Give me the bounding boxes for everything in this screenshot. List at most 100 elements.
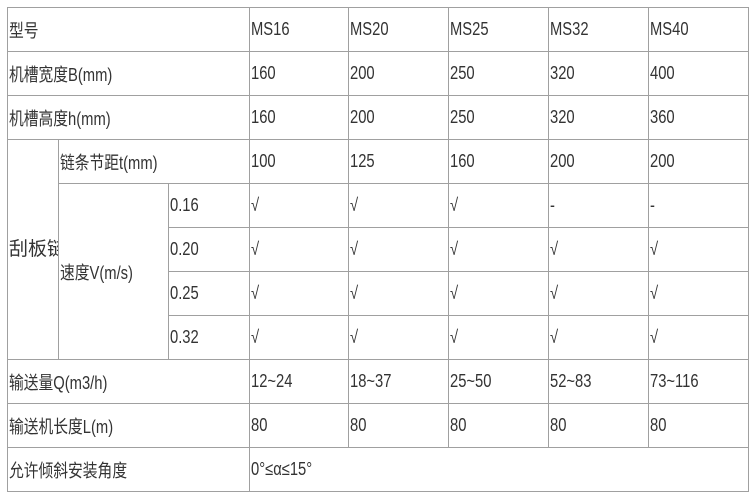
value-cell: √ (348, 227, 450, 272)
chain-pitch-row: 刮板链条链条节距t(mm) 100 125 160 200 200 (7, 139, 750, 360)
value-cell: √ (548, 315, 650, 360)
row-label: 机槽宽度B(mm) (6, 51, 251, 96)
value-cell: - (548, 183, 650, 228)
value-cell-text: √ (251, 239, 260, 259)
value-cell-text: 200 (350, 107, 375, 127)
value-cell-text: 80 (350, 415, 367, 435)
value-cell-text: √ (450, 327, 459, 347)
value-cell-text: 160 (251, 107, 276, 127)
value-cell-text: 250 (450, 63, 475, 83)
value-cell-text: 200 (650, 151, 675, 171)
row-label-text: 输送机长度L(m) (9, 416, 114, 437)
speed-value: 0.16 (167, 183, 251, 228)
speed-value-text: 0.16 (170, 195, 199, 215)
row-label-text: 输送量Q(m3/h) (9, 372, 108, 393)
value-cell: √ (548, 227, 650, 272)
value-cell-text: 80 (650, 415, 667, 435)
value-cell: 160 (249, 95, 350, 140)
value-cell-text: 0°≤α≤15° (251, 459, 313, 479)
value-cell: 80 (548, 403, 650, 448)
value-cell: √ (648, 271, 750, 316)
speed-value: 0.25 (167, 271, 251, 316)
chain-group-char: 链 (47, 233, 57, 266)
value-cell: MS16 (249, 7, 350, 52)
value-cell-text: 360 (650, 107, 675, 127)
value-cell: 320 (548, 51, 650, 96)
value-cell-text: 160 (450, 151, 475, 171)
value-cell-text: - (550, 195, 555, 215)
value-cell-text: 320 (550, 63, 575, 83)
value-cell-text: 200 (550, 151, 575, 171)
value-cell: 200 (348, 95, 450, 140)
value-cell-text: √ (550, 283, 559, 303)
value-cell: √ (249, 315, 350, 360)
capacity-row: 输送量Q(m3/h) 12~24 18~37 25~50 52~83 73~116 (6, 359, 750, 404)
row-label: 型号 (6, 7, 251, 52)
value-cell: 80 (249, 403, 350, 448)
value-cell: MS20 (348, 7, 450, 52)
row-label-text: 机槽宽度B(mm) (9, 64, 113, 85)
value-cell-text: √ (550, 239, 559, 259)
speed-value-text: 0.20 (170, 239, 199, 259)
value-cell: 100 (249, 139, 350, 184)
value-cell: 400 (648, 51, 750, 96)
speed-label: 速度V(m/s) (58, 183, 169, 360)
spec-table: 型号 MS16 MS20 MS25 MS32 MS40 机槽宽度B(mm) 160 200 250… (6, 7, 750, 492)
value-cell: √ (448, 227, 550, 272)
row-label: 允许倾斜安装角度 (6, 447, 251, 492)
speed-row: 0.20 √ √ √ √ √ (8, 227, 750, 272)
value-cell: 200 (348, 51, 450, 96)
length-row: 输送机长度L(m) 80 80 80 80 80 (6, 403, 750, 448)
value-cell: 18~37 (348, 359, 450, 404)
row-label: 链条节距t(mm) (57, 139, 251, 184)
value-cell-text: √ (350, 283, 359, 303)
header-row: 型号 MS16 MS20 MS25 MS32 MS40 (6, 7, 750, 52)
value-cell-text: √ (650, 327, 659, 347)
value-cell: 80 (648, 403, 750, 448)
value-cell-text: √ (650, 239, 659, 259)
speed-label-text: 速度V(m/s) (60, 262, 133, 283)
value-cell: 80 (448, 403, 550, 448)
value-cell: 360 (648, 95, 750, 140)
value-cell: 73~116 (648, 359, 750, 404)
value-cell: 160 (249, 51, 350, 96)
row-label: 机槽高度h(mm) (6, 95, 251, 140)
value-cell: √ (548, 271, 650, 316)
value-cell: 0°≤α≤15° (249, 447, 750, 492)
row-label-text: 型号 (9, 20, 39, 41)
value-cell: 200 (548, 139, 650, 184)
value-cell: 80 (348, 403, 450, 448)
speed-value: 0.20 (167, 227, 251, 272)
value-cell: 25~50 (448, 359, 550, 404)
value-cell-text: √ (251, 195, 260, 215)
value-cell-text: 80 (251, 415, 268, 435)
value-cell-text: 52~83 (550, 371, 592, 391)
value-cell: √ (348, 183, 450, 228)
value-cell: √ (448, 183, 550, 228)
value-cell: MS25 (448, 7, 550, 52)
speed-value-text: 0.32 (170, 327, 199, 347)
angle-row: 允许倾斜安装角度 0°≤α≤15° (6, 447, 750, 492)
value-cell: 52~83 (548, 359, 650, 404)
value-cell: √ (448, 271, 550, 316)
row-label: 输送机长度L(m) (6, 403, 251, 448)
value-cell-text: 80 (550, 415, 567, 435)
value-cell-text: 250 (450, 107, 475, 127)
value-cell: √ (648, 315, 750, 360)
value-cell: √ (348, 271, 450, 316)
value-cell: 200 (648, 139, 750, 184)
value-cell: 125 (348, 139, 450, 184)
value-cell-text: √ (350, 239, 359, 259)
value-cell-text: √ (350, 195, 359, 215)
value-cell-text: MS32 (550, 19, 589, 39)
speed-row: 速度V(m/s) 0.16 √ √ √ - - (8, 183, 750, 360)
value-cell-text: - (650, 195, 655, 215)
value-cell-text: MS20 (350, 19, 389, 39)
speed-value: 0.32 (167, 315, 251, 360)
value-cell-text: √ (450, 239, 459, 259)
height-row: 机槽高度h(mm) 160 200 250 320 360 (6, 95, 750, 140)
value-cell-text: 125 (350, 151, 375, 171)
value-cell: 12~24 (249, 359, 350, 404)
value-cell: √ (249, 183, 350, 228)
